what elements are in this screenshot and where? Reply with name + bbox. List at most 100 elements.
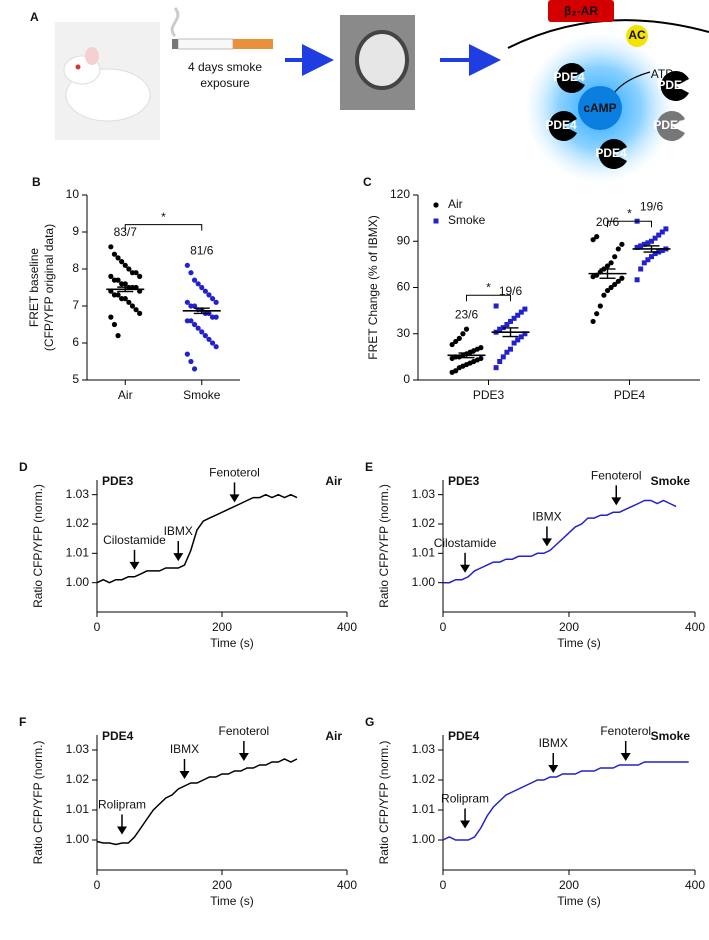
point xyxy=(184,318,190,324)
y-tick-label: 6 xyxy=(72,335,79,349)
y-tick-label: 1.03 xyxy=(66,487,90,501)
condition-label: Smoke xyxy=(651,474,691,488)
y-tick-label: 1.02 xyxy=(412,772,436,786)
point xyxy=(619,275,625,281)
y-axis-label: Ratio CFP/YFP (norm.) xyxy=(377,741,391,865)
annotation-label: IBMX xyxy=(164,524,193,538)
point xyxy=(122,281,128,287)
point xyxy=(111,277,118,283)
point xyxy=(209,296,216,302)
point xyxy=(649,238,654,244)
y-tick-label: 90 xyxy=(397,233,411,247)
point xyxy=(115,292,121,298)
pde-enzyme xyxy=(656,111,685,142)
x-tick-label: 400 xyxy=(685,620,705,634)
y-tick-label: 7 xyxy=(72,298,79,312)
point xyxy=(209,340,216,346)
annotation-arrowhead xyxy=(620,753,631,761)
point xyxy=(188,358,194,365)
mouse-ear xyxy=(85,47,99,65)
point xyxy=(133,307,139,313)
y-tick-label: 1.03 xyxy=(412,487,436,501)
annotation-arrowhead xyxy=(229,494,240,503)
y-tick-label: 1.02 xyxy=(412,516,436,530)
y-tick-label: 0 xyxy=(403,372,410,386)
y-tick-label: 5 xyxy=(72,372,79,386)
condition-label: Smoke xyxy=(651,729,691,743)
condition-label: Air xyxy=(325,729,342,743)
point xyxy=(634,277,640,283)
point xyxy=(515,337,521,343)
point xyxy=(456,335,462,341)
point xyxy=(478,345,484,351)
point xyxy=(453,338,459,345)
trace xyxy=(443,499,677,584)
point xyxy=(191,277,198,283)
point xyxy=(604,287,611,294)
point xyxy=(615,246,621,252)
point xyxy=(108,314,114,320)
camp-label: cAMP xyxy=(583,101,616,115)
cigarette-filter xyxy=(233,39,273,49)
point xyxy=(188,303,194,309)
point xyxy=(137,273,143,279)
y-tick-label: 1.00 xyxy=(66,575,90,589)
point xyxy=(508,318,513,324)
annotation-arrowhead xyxy=(460,820,471,829)
point xyxy=(209,314,216,320)
point xyxy=(119,281,125,287)
pde-enzyme xyxy=(556,63,585,93)
smoke xyxy=(170,7,180,38)
point xyxy=(608,284,614,291)
annotation-label: Fenoterol xyxy=(600,724,651,738)
annotation-arrowhead xyxy=(611,497,622,506)
airway xyxy=(355,30,409,90)
point xyxy=(594,234,600,240)
annotation-label: Cilostamide xyxy=(103,533,166,547)
panel-label: PDE4 xyxy=(448,729,480,743)
point xyxy=(663,226,669,232)
y-tick-label: 120 xyxy=(390,187,410,201)
point xyxy=(108,244,114,250)
y-axis-label: FRET Change (% of IBMX) xyxy=(366,215,380,360)
point xyxy=(497,326,503,332)
point xyxy=(641,241,647,247)
point xyxy=(641,260,647,266)
y-tick-label: 60 xyxy=(397,280,411,294)
annotation-label: IBMX xyxy=(532,510,561,524)
point xyxy=(137,310,143,316)
legend-label: Smoke xyxy=(448,213,486,227)
panel-label: PDE3 xyxy=(448,474,480,488)
annotation-arrowhead xyxy=(541,538,552,547)
point xyxy=(649,254,654,260)
point xyxy=(191,366,198,372)
point xyxy=(213,299,219,305)
point xyxy=(504,322,510,327)
panel-letter: C xyxy=(363,175,372,189)
pde-enzyme xyxy=(598,139,627,169)
point xyxy=(122,296,128,302)
point xyxy=(129,303,136,309)
significance-bracket xyxy=(466,294,511,302)
x-tick-label: 400 xyxy=(337,620,357,634)
point xyxy=(518,309,524,315)
point xyxy=(612,281,618,288)
x-tick-label: Smoke xyxy=(183,388,221,402)
annotation-label: Cilostamide xyxy=(434,536,497,550)
point xyxy=(619,241,625,247)
y-tick-label: 30 xyxy=(397,326,411,340)
point xyxy=(590,237,596,243)
x-tick-label: 0 xyxy=(440,878,447,892)
point xyxy=(202,288,208,294)
point xyxy=(497,359,503,364)
panel-letter: D xyxy=(19,460,28,474)
point xyxy=(191,321,198,328)
point xyxy=(652,251,658,257)
y-axis-label: Ratio CFP/YFP (norm.) xyxy=(377,484,391,608)
point xyxy=(460,331,466,337)
point xyxy=(511,315,517,321)
y-tick-label: 8 xyxy=(72,261,79,275)
panel-a: A 4 days smoke exposure β₂-AR AC ATP cAM… xyxy=(30,0,709,183)
point xyxy=(119,259,125,265)
point xyxy=(184,351,190,357)
